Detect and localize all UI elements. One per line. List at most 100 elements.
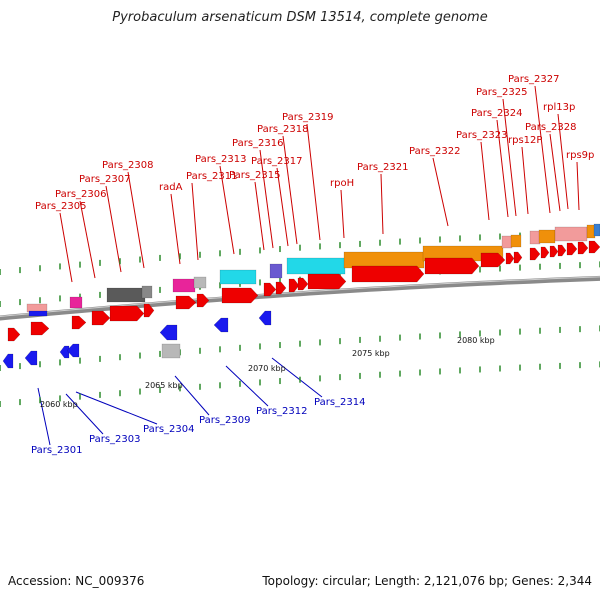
forward-gene-arrow xyxy=(71,315,87,330)
leader-line xyxy=(170,193,181,265)
gene-label-top: Pars_2323 xyxy=(456,130,507,141)
gene-label-top: Pars_2324 xyxy=(471,108,522,119)
forward-gene-arrow xyxy=(7,327,21,342)
rna-block xyxy=(28,310,48,317)
leader-line xyxy=(174,375,210,416)
forward-gene-arrow xyxy=(351,265,425,283)
gene-label-bottom: Pars_2314 xyxy=(314,397,365,408)
reverse-gene-arrow xyxy=(24,350,38,366)
leader-line xyxy=(105,185,122,273)
gene-label-top: rpl13p xyxy=(543,102,575,113)
forward-gene-arrow xyxy=(30,321,50,336)
leader-line xyxy=(306,123,321,241)
scale-label: 2080 kbp xyxy=(457,336,495,345)
leader-line xyxy=(432,157,449,227)
gene-label-bottom: Pars_2301 xyxy=(31,445,82,456)
gene-label-top: Pars_2328 xyxy=(525,122,576,133)
rna-block xyxy=(172,278,196,293)
forward-gene-arrow xyxy=(297,277,309,291)
reverse-gene-arrow xyxy=(159,324,178,341)
gene-label-top: rps9p xyxy=(566,150,594,161)
leader-line xyxy=(549,133,561,212)
rna-block xyxy=(501,235,513,249)
leader-line xyxy=(59,212,73,283)
forward-gene-arrow xyxy=(505,252,515,265)
leader-line xyxy=(521,146,529,215)
reverse-gene-arrow xyxy=(213,317,229,333)
leader-line xyxy=(225,365,269,407)
rna-block xyxy=(193,276,207,289)
leader-line xyxy=(75,391,158,425)
gene-features xyxy=(2,223,600,369)
leader-line xyxy=(259,149,274,249)
accession-text: Accession: NC_009376 xyxy=(8,574,145,588)
forward-gene-arrow xyxy=(196,293,210,308)
forward-gene-arrow xyxy=(275,281,287,295)
leader-line xyxy=(37,387,51,446)
scale-label: 2060 kbp xyxy=(40,400,78,409)
leader-line xyxy=(557,113,569,210)
forward-gene-arrow xyxy=(307,273,347,290)
leader-line xyxy=(380,173,384,235)
leader-line xyxy=(340,189,345,239)
map-title: Pyrobaculum arsenaticum DSM 13514, compl… xyxy=(112,10,488,25)
rna-block xyxy=(343,251,425,269)
gene-label-top: Pars_2311 xyxy=(186,171,237,182)
rna-block xyxy=(554,226,588,242)
gene-label-top: Pars_2315 xyxy=(229,170,280,181)
gene-label-top: Pars_2318 xyxy=(257,124,308,135)
forward-gene-arrow xyxy=(566,242,578,256)
forward-gene-arrow xyxy=(221,287,259,304)
forward-gene-arrow xyxy=(91,310,111,326)
gene-label-bottom: Pars_2303 xyxy=(89,434,140,445)
gene-label-top: Pars_2307 xyxy=(79,174,130,185)
rna-block xyxy=(538,229,556,244)
backbone-highlight xyxy=(0,276,600,318)
gene-label-top: Pars_2306 xyxy=(55,189,106,200)
gene-label-bottom: Pars_2309 xyxy=(199,415,250,426)
leader-line xyxy=(127,171,145,269)
forward-gene-arrow xyxy=(540,246,550,259)
rna-block xyxy=(141,285,153,299)
forward-gene-arrow xyxy=(480,252,506,268)
reverse-gene-arrow xyxy=(2,353,14,369)
leader-line xyxy=(65,393,104,435)
scale-label: 2070 kbp xyxy=(248,364,286,373)
leader-line xyxy=(191,182,199,261)
forward-gene-arrow xyxy=(557,244,567,257)
rna-block xyxy=(593,223,600,237)
scale-ticks xyxy=(0,229,600,407)
rna-block xyxy=(269,263,283,279)
gene-label-top: radA xyxy=(159,182,183,193)
rna-block xyxy=(69,296,83,309)
topology-text: Topology: circular; Length: 2,121,076 bp… xyxy=(262,574,592,588)
leader-line xyxy=(282,135,298,245)
gene-label-top: rps12P xyxy=(508,135,542,146)
forward-gene-arrow xyxy=(577,241,589,255)
gene-label-top: Pars_2321 xyxy=(357,162,408,173)
reverse-gene-arrow xyxy=(258,310,272,326)
gene-label-top: Pars_2327 xyxy=(508,74,559,85)
leader-line xyxy=(534,85,551,214)
forward-gene-arrow xyxy=(549,245,559,258)
leader-line xyxy=(79,200,96,279)
rna-block xyxy=(161,343,181,359)
gene-label-top: Pars_2322 xyxy=(409,146,460,157)
reverse-gene-arrow xyxy=(59,345,70,359)
forward-gene-arrow xyxy=(424,257,480,275)
leader-line xyxy=(576,161,580,211)
gene-label-bottom: Pars_2312 xyxy=(256,406,307,417)
backbone-line xyxy=(0,275,600,321)
leader-line xyxy=(271,357,323,398)
gene-labels: 2060 kbp 2065 kbp 2070 kbp 2075 kbp 2080 kbp… xyxy=(31,74,594,456)
forward-gene-arrow xyxy=(175,295,197,310)
rna-block xyxy=(510,234,522,248)
gene-label-top: Pars_2316 xyxy=(232,138,283,149)
scale-label: 2065 kbp xyxy=(145,381,183,390)
rna-block xyxy=(219,269,257,285)
scale-label: 2075 kbp xyxy=(352,349,390,358)
gene-label-top: Pars_2305 xyxy=(35,201,86,212)
gene-label-bottom: Pars_2304 xyxy=(143,424,194,435)
forward-gene-arrow xyxy=(143,303,155,318)
